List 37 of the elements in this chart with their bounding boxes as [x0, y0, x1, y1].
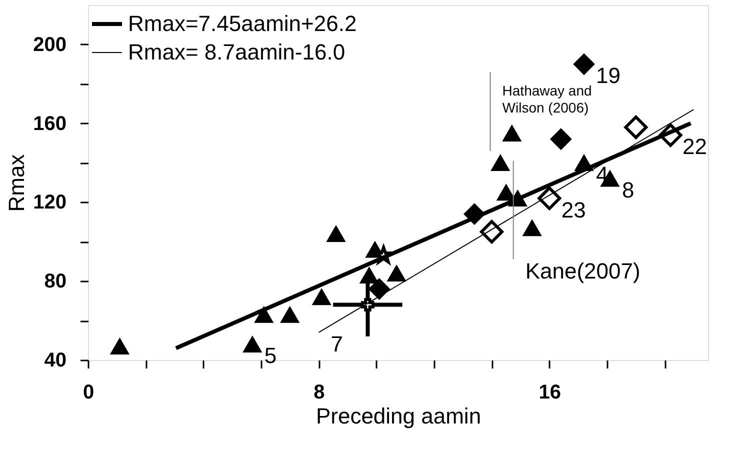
point [490, 154, 510, 172]
annotation: 7 [330, 331, 343, 356]
point [502, 124, 522, 142]
annotation: Hathaway and Wilson (2006) [502, 82, 592, 116]
y-tick-label: 160 [33, 112, 66, 135]
point [254, 306, 274, 323]
annotation: 23 [561, 197, 586, 222]
legend-label: Rmax=7.45aamin+26.2 [128, 11, 357, 36]
point [573, 53, 595, 75]
y-tick-label: 40 [44, 350, 66, 372]
point [550, 128, 572, 150]
point [280, 306, 300, 323]
legend-label: Rmax= 8.7aamin-16.0 [128, 40, 346, 64]
annotation: 5 [264, 343, 277, 368]
point [480, 220, 504, 244]
point [624, 116, 648, 140]
point [538, 186, 562, 210]
point [360, 266, 379, 284]
annotation: 8 [622, 178, 634, 203]
x-tick-label: 8 [314, 382, 325, 404]
y-tick-label: 80 [44, 270, 66, 293]
y-tick-label: 120 [33, 192, 66, 214]
x-tick-label: 16 [538, 382, 562, 404]
point [312, 288, 332, 306]
x-axis-title: Preceding aamin [316, 404, 482, 428]
annotation: 22 [682, 134, 707, 160]
y-axis-title: Rmax [4, 154, 30, 212]
x-tick-label: 0 [82, 382, 94, 404]
point [110, 338, 130, 354]
point [326, 226, 346, 242]
annotation: 19 [596, 63, 620, 88]
annotation: Kane(2007) [525, 258, 640, 284]
point [522, 220, 542, 236]
point [242, 336, 262, 352]
point [387, 264, 406, 282]
point [368, 278, 390, 300]
y-tick-label: 200 [33, 34, 66, 56]
